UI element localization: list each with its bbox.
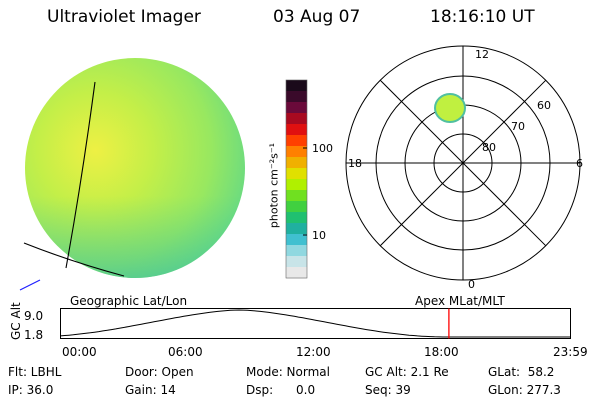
colorbar-segment <box>286 234 307 246</box>
colorbar-segment <box>286 135 307 147</box>
colorbar-segment <box>286 91 307 103</box>
colorbar-segment <box>286 256 307 268</box>
colorbar-unit-label: photon cm⁻²s⁻¹ <box>267 142 281 229</box>
timeline-axis-label: GC Alt <box>9 302 23 340</box>
polar-lat-70: 70 <box>511 120 525 133</box>
timeline-tick-2359: 23:59 <box>553 345 588 359</box>
status-door: Door: Open <box>125 365 194 379</box>
status-glat: GLat: 58.2 <box>488 365 555 379</box>
polar-lat-80: 80 <box>482 141 496 154</box>
latitude-line <box>23 242 125 277</box>
colorbar-segment <box>286 245 307 257</box>
meridian-line <box>65 81 96 269</box>
polar-lat-60: 60 <box>537 99 551 112</box>
status-mode: Mode: Normal <box>246 365 330 379</box>
timeline-right-label: Apex MLat/MLT <box>415 294 505 308</box>
colorbar-segment <box>286 146 307 158</box>
colorbar-segment <box>286 223 307 235</box>
polar-label-12: 12 <box>475 48 489 61</box>
colorbar-segment <box>286 267 307 279</box>
status-glon: GLon: 277.3 <box>488 383 561 397</box>
status-gc-alt: GC Alt: 2.1 Re <box>365 365 449 379</box>
timeline-tick-1800: 18:00 <box>424 345 459 359</box>
colorbar-segment <box>286 179 307 191</box>
timeline-ymax: 9.0 <box>24 309 44 323</box>
timeline-tick-1200: 12:00 <box>296 345 331 359</box>
status-ip: IP: 36.0 <box>8 383 54 397</box>
color-scale-bar <box>285 79 308 279</box>
polar-label-0: 0 <box>468 278 475 291</box>
colorbar-segment <box>286 124 307 136</box>
polar-label-18: 18 <box>348 157 362 170</box>
status-dsp: Dsp: 0.0 <box>246 383 316 397</box>
status-gain: Gain: 14 <box>125 383 176 397</box>
timeline-tick-0600: 06:00 <box>168 345 203 359</box>
colorbar-tick-10: 10 <box>312 229 326 242</box>
colorbar-segment <box>286 80 307 92</box>
timeline-tick-0000: 00:00 <box>62 345 97 359</box>
date-label: 03 Aug 07 <box>273 7 361 27</box>
colorbar-segment <box>286 190 307 202</box>
altitude-timeline <box>60 308 571 339</box>
polar-mlat-plot <box>345 45 581 281</box>
colorbar-segment <box>286 113 307 125</box>
colorbar-segment <box>286 201 307 213</box>
colorbar-segment <box>286 212 307 224</box>
status-flt: Flt: LBHL <box>8 365 62 379</box>
timeline-left-label: Geographic Lat/Lon <box>70 294 188 308</box>
uv-earth-image <box>19 58 245 291</box>
polar-label-6: 6 <box>576 157 583 170</box>
limb-marker <box>19 279 41 291</box>
instrument-title: Ultraviolet Imager <box>47 7 201 27</box>
colorbar-segment <box>286 168 307 180</box>
colorbar-segment <box>286 102 307 114</box>
colorbar-tick-100: 100 <box>312 142 333 155</box>
timeline-ymin: 1.8 <box>24 328 44 342</box>
time-label: 18:16:10 UT <box>430 7 535 27</box>
auroral-oval-spot <box>434 93 466 123</box>
colorbar-segment <box>286 157 307 169</box>
status-seq: Seq: 39 <box>365 383 411 397</box>
